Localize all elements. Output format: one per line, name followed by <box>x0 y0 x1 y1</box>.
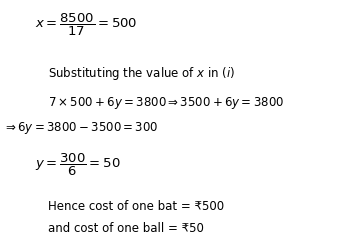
Text: and cost of one ball = ₹50: and cost of one ball = ₹50 <box>48 222 204 235</box>
Text: $7 \times 500 + 6y = 3800 \Rightarrow 3500 + 6y = 3800$: $7 \times 500 + 6y = 3800 \Rightarrow 35… <box>48 95 285 111</box>
Text: Substituting the value of $x$ in ($i$): Substituting the value of $x$ in ($i$) <box>48 65 236 82</box>
Text: Hence cost of one bat = ₹500: Hence cost of one bat = ₹500 <box>48 200 225 213</box>
Text: $y = $$\dfrac{300}{6}$$ = 50$: $y = $$\dfrac{300}{6}$$ = 50$ <box>35 152 120 178</box>
Text: $x = $$\dfrac{8500}{17}$$ = 500$: $x = $$\dfrac{8500}{17}$$ = 500$ <box>35 12 137 38</box>
Text: $\Rightarrow 6y = 3800 - 3500 = 300$: $\Rightarrow 6y = 3800 - 3500 = 300$ <box>3 120 159 136</box>
